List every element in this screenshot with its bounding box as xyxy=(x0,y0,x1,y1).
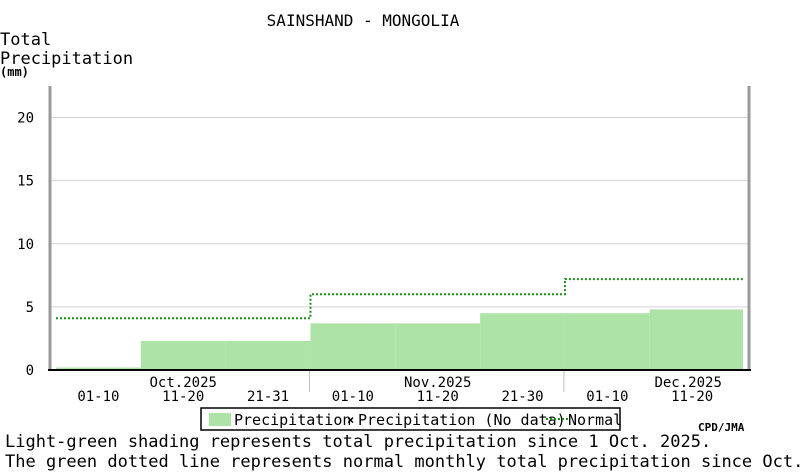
y-tick-label: 20 xyxy=(17,111,34,127)
legend-precipitation-label: Precipitation xyxy=(234,411,351,429)
y-tick-label: 15 xyxy=(17,174,34,190)
normal-line xyxy=(56,278,743,320)
precipitation-bar xyxy=(225,340,311,370)
credit-label: CPD/JMA xyxy=(698,421,745,434)
precipitation-bar xyxy=(56,367,141,370)
x-period-label: 21-31 xyxy=(247,389,289,405)
y-tick-label: 0 xyxy=(26,363,34,379)
x-month-label: Dec.2025 xyxy=(654,375,721,391)
note-normal: The green dotted line represents normal … xyxy=(5,452,800,472)
x-period-label: 01-10 xyxy=(77,389,119,405)
normal-line-layer xyxy=(56,278,743,320)
y-tick-label: 5 xyxy=(26,300,34,316)
legend-no-data-marker: × xyxy=(347,413,354,427)
grid-layer xyxy=(50,117,749,392)
x-period-label: 01-10 xyxy=(332,389,374,405)
x-month-label: Oct.2025 xyxy=(150,375,217,391)
note-shading: Light-green shading represents total pre… xyxy=(5,432,712,452)
y-axis-label: Total Precipitation xyxy=(0,31,133,69)
x-period-label: 11-20 xyxy=(162,389,204,405)
legend: Precipitation× Precipitation (No data) Nor… xyxy=(200,407,622,431)
x-tick-labels: 01-10 11-20 21-31 01-10 11-20 21-30 01-10 11-20… xyxy=(77,375,722,405)
precipitation-bar xyxy=(649,309,743,370)
x-period-label: 11-20 xyxy=(671,389,713,405)
x-period-label: 21-30 xyxy=(501,389,543,405)
precipitation-area-layer xyxy=(56,309,743,370)
y-tick-labels: 0 5 10 15 20 xyxy=(17,111,34,379)
y-axis-label-line-1: Total xyxy=(0,30,52,50)
y-tick-label: 10 xyxy=(17,237,34,253)
precipitation-bar xyxy=(140,340,226,370)
legend-no-data-label: Precipitation (No data) xyxy=(358,411,566,429)
x-period-label: 11-20 xyxy=(417,389,459,405)
precipitation-bar xyxy=(480,313,565,370)
legend-precipitation-swatch xyxy=(209,413,231,426)
precipitation-bar xyxy=(310,323,396,370)
precipitation-bar xyxy=(564,313,650,370)
x-period-label: 01-10 xyxy=(586,389,628,405)
plot-frame xyxy=(48,86,751,371)
precipitation-bar xyxy=(395,323,481,370)
x-month-label: Nov.2025 xyxy=(404,375,471,391)
y-axis-unit: (mm) xyxy=(0,65,29,79)
legend-normal-label: Normal xyxy=(568,411,622,429)
legend-box xyxy=(200,407,621,431)
y-axis-label-line-2: Precipitation xyxy=(0,49,134,69)
chart-title: SAINSHAND - MONGOLIA xyxy=(266,11,460,30)
